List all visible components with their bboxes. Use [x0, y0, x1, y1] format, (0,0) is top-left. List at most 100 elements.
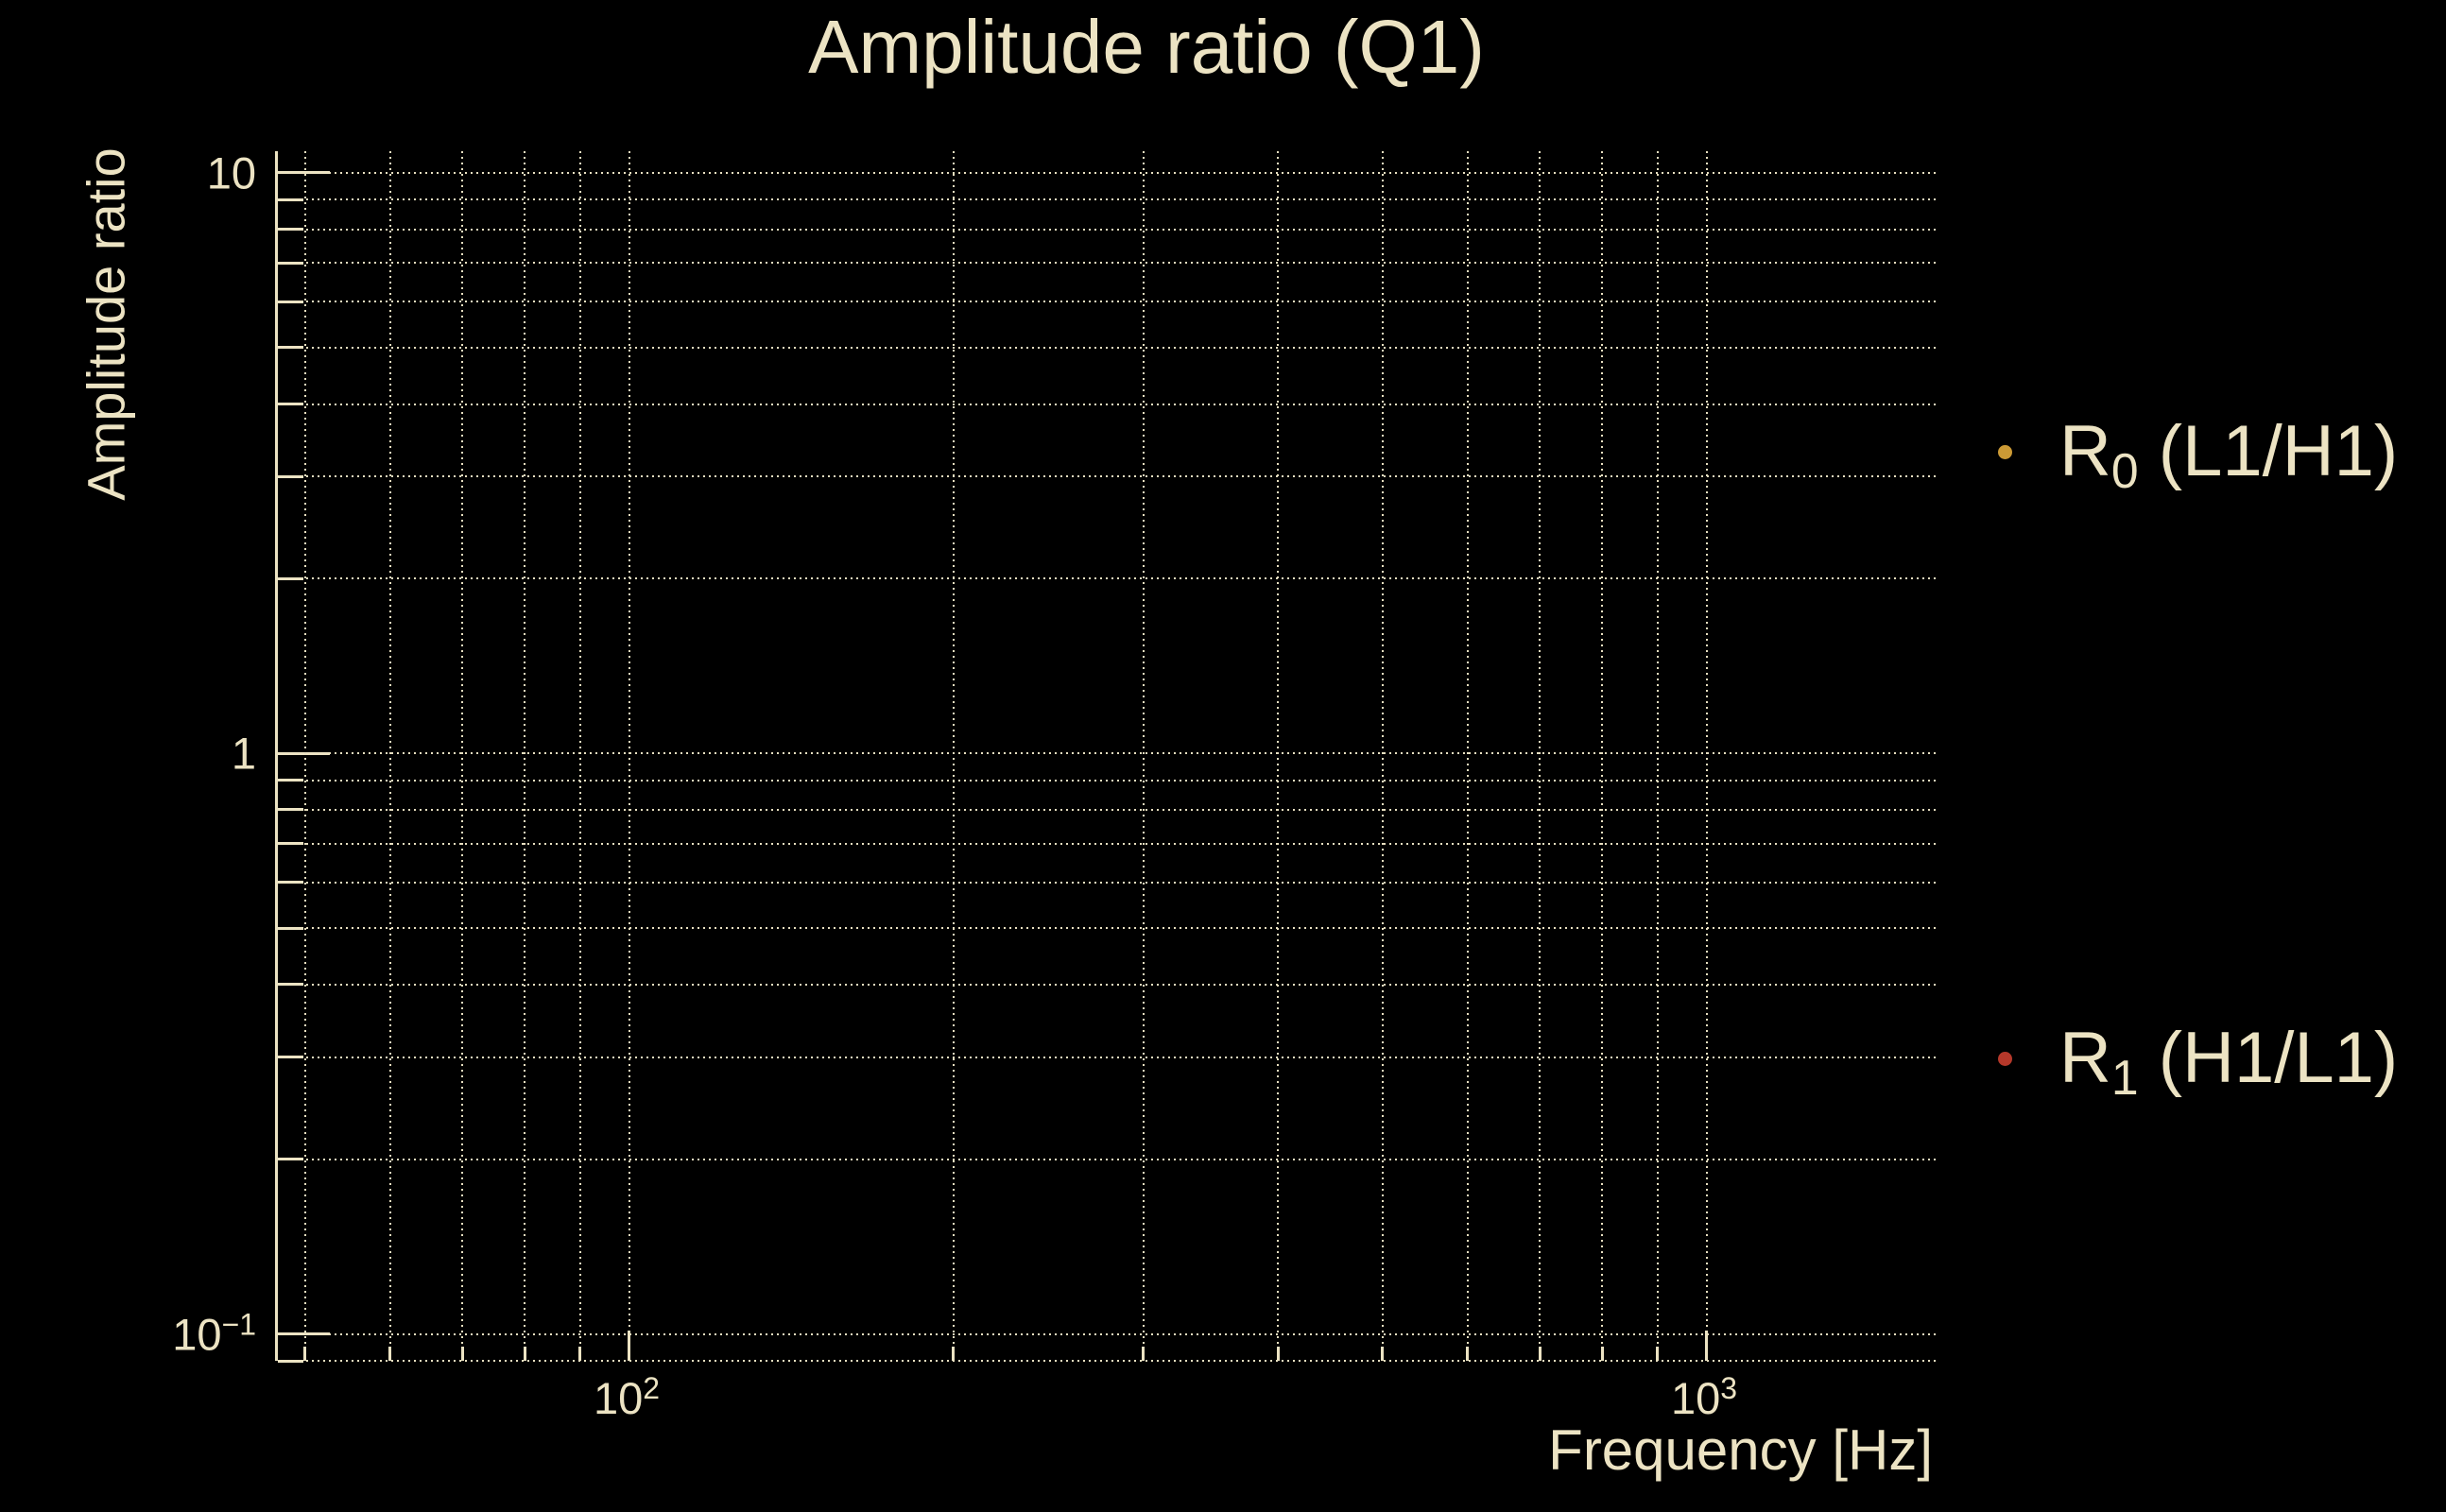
minor-gridline-x [1466, 151, 1469, 1361]
minor-gridline-y [278, 1158, 1936, 1160]
minor-gridline-y [278, 228, 1936, 231]
minor-tick-y [278, 261, 303, 265]
major-gridline-y [278, 171, 1936, 174]
minor-gridline-x [1656, 151, 1659, 1361]
minor-gridline-x [524, 151, 526, 1361]
x-tick-base: 10 [1670, 1373, 1721, 1423]
legend-subscript: 0 [2110, 442, 2139, 498]
minor-gridline-y [278, 262, 1936, 265]
legend-label-r0: R0 (L1/H1) [2059, 416, 2398, 495]
minor-gridline-x [578, 151, 581, 1361]
minor-gridline-y [278, 346, 1936, 349]
minor-gridline-y [278, 1360, 1936, 1362]
minor-gridline-x [461, 151, 464, 1361]
minor-gridline-x [303, 151, 306, 1361]
minor-gridline-y [278, 842, 1936, 845]
minor-tick-x [1538, 1347, 1542, 1361]
minor-gridline-x [1142, 151, 1145, 1361]
minor-gridline-y [278, 983, 1936, 986]
minor-gridline-y [278, 779, 1936, 782]
y-tick-base: 10 [206, 147, 256, 198]
legend-label-r1: R1 (H1/L1) [2059, 1022, 2398, 1102]
y-tick-label-10: 10 [0, 151, 256, 196]
x-axis-label: Frequency [Hz] [1548, 1418, 1933, 1482]
minor-gridline-x [952, 151, 955, 1361]
minor-tick-y [278, 403, 303, 405]
minor-tick-x [1656, 1347, 1660, 1361]
minor-tick-x [523, 1347, 526, 1361]
major-tick-y [278, 171, 330, 175]
minor-tick-x [1276, 1347, 1280, 1361]
minor-tick-x [1381, 1347, 1385, 1361]
major-tick-y [278, 1332, 330, 1336]
minor-tick-y [278, 300, 303, 303]
minor-gridline-y [278, 403, 1936, 405]
minor-tick-y [278, 1359, 303, 1363]
minor-tick-y [278, 779, 303, 782]
minor-gridline-y [278, 1056, 1936, 1058]
minor-tick-x [952, 1347, 956, 1361]
x-tick-label-1000: 103 [1671, 1372, 1737, 1425]
x-tick-label-100: 102 [594, 1372, 660, 1425]
minor-tick-x [460, 1347, 464, 1361]
plot-area [275, 151, 1936, 1363]
major-gridline-x [628, 151, 630, 1361]
x-tick-exp: 3 [1720, 1371, 1738, 1406]
minor-tick-y [278, 842, 303, 846]
minor-gridline-x [1381, 151, 1384, 1361]
minor-tick-y [278, 881, 303, 885]
major-tick-y [278, 751, 330, 755]
chart-title: Amplitude ratio (Q1) [808, 5, 1485, 89]
legend-subscript: 1 [2110, 1049, 2139, 1105]
major-gridline-y [278, 752, 1936, 755]
legend-marker-dot-r1 [1998, 1051, 2012, 1066]
minor-tick-y [278, 983, 303, 987]
minor-tick-y [278, 228, 303, 232]
y-tick-label-0p1: 10−1 [0, 1309, 256, 1360]
minor-tick-y [278, 926, 303, 930]
minor-tick-x [1466, 1347, 1470, 1361]
minor-gridline-y [278, 927, 1936, 930]
legend-text: R [2059, 411, 2111, 491]
legend-marker-dot-r0 [1998, 444, 2012, 459]
legend-text: R [2059, 1018, 2111, 1098]
minor-gridline-y [278, 198, 1936, 201]
x-tick-exp: 2 [643, 1371, 661, 1406]
minor-gridline-x [388, 151, 391, 1361]
minor-tick-y [278, 1158, 303, 1161]
y-tick-label-1: 1 [0, 731, 256, 776]
legend-entry-r1: R1 (H1/L1) [1998, 1022, 2398, 1102]
minor-gridline-y [278, 577, 1936, 580]
legend-entry-r0: R0 (L1/H1) [1998, 416, 2398, 495]
minor-gridline-y [278, 808, 1936, 811]
minor-gridline-y [278, 475, 1936, 478]
major-gridline-y [278, 1332, 1936, 1335]
y-tick-base: 10 [172, 1309, 222, 1360]
minor-gridline-x [1539, 151, 1542, 1361]
minor-tick-y [278, 474, 303, 478]
minor-tick-y [278, 576, 303, 580]
minor-gridline-x [1601, 151, 1604, 1361]
major-tick-x [1705, 1331, 1709, 1361]
minor-tick-y [278, 346, 303, 350]
legend-text: (H1/L1) [2138, 1018, 2399, 1098]
minor-tick-x [303, 1347, 307, 1361]
major-gridline-x [1705, 151, 1708, 1361]
minor-tick-x [1600, 1347, 1604, 1361]
y-tick-base: 1 [231, 728, 256, 779]
minor-gridline-x [1277, 151, 1280, 1361]
legend-text: (L1/H1) [2138, 411, 2399, 491]
y-tick-exp: −1 [221, 1307, 256, 1342]
minor-gridline-y [278, 301, 1936, 303]
minor-tick-x [578, 1347, 582, 1361]
minor-tick-x [388, 1347, 392, 1361]
major-tick-x [628, 1331, 631, 1361]
y-axis-label: Amplitude ratio [76, 147, 136, 501]
minor-tick-y [278, 808, 303, 812]
minor-tick-y [278, 198, 303, 201]
minor-tick-x [1142, 1347, 1145, 1361]
minor-tick-y [278, 1056, 303, 1059]
x-tick-base: 10 [593, 1373, 644, 1423]
minor-gridline-y [278, 881, 1936, 884]
